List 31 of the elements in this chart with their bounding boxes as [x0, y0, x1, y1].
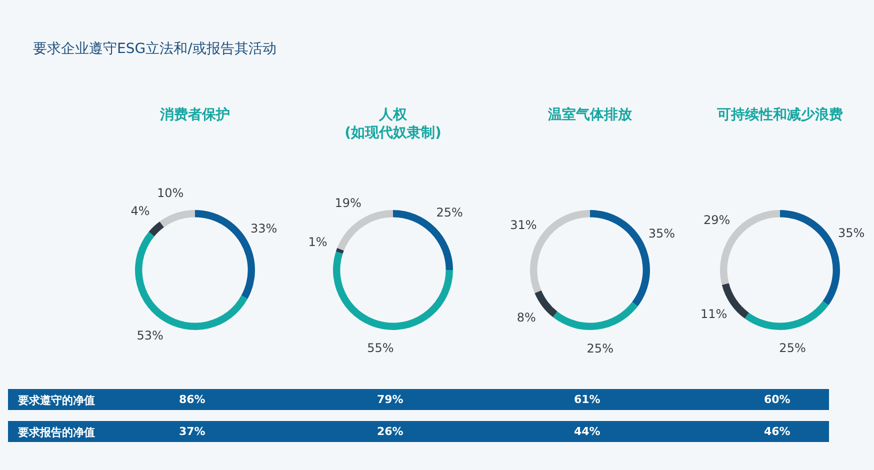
- data-label: 55%: [367, 341, 394, 356]
- data-label: 25%: [436, 206, 463, 220]
- text: 46%: [764, 425, 790, 438]
- data-label: 33%: [250, 221, 278, 236]
- text: 26%: [377, 425, 404, 438]
- data-label: 31%: [510, 218, 537, 232]
- text: 要求企业遵守ESG立法和/或报告其活动: [33, 40, 276, 58]
- data-label: 8%: [516, 310, 536, 325]
- text: 60%: [764, 393, 790, 406]
- data-label: 35%: [648, 226, 676, 241]
- text: 61%: [574, 393, 600, 406]
- data-label: 29%: [703, 213, 730, 228]
- data-label: 4%: [130, 204, 150, 218]
- text: 要求报告的净值: [18, 425, 95, 440]
- data-label: 35%: [838, 226, 865, 240]
- data-label: 10%: [156, 186, 184, 200]
- text: 37%: [179, 425, 206, 438]
- text: 86%: [179, 393, 206, 406]
- data-label: 19%: [334, 196, 362, 210]
- data-label: 25%: [779, 341, 806, 356]
- data-label: 11%: [700, 307, 728, 322]
- text: 79%: [377, 393, 404, 406]
- chart-title: 人权 (如现代奴隶制): [344, 106, 442, 143]
- chart-title: 可持续性和减少浪费: [716, 106, 844, 125]
- data-label: 53%: [136, 328, 164, 342]
- chart-title: 温室气体排放: [547, 106, 633, 125]
- text: 要求遵守的净值: [18, 393, 95, 408]
- data-label: 25%: [586, 341, 614, 356]
- data-label: 1%: [308, 235, 328, 250]
- chart-title: 消费者保护: [159, 106, 231, 125]
- text: 44%: [574, 425, 600, 438]
